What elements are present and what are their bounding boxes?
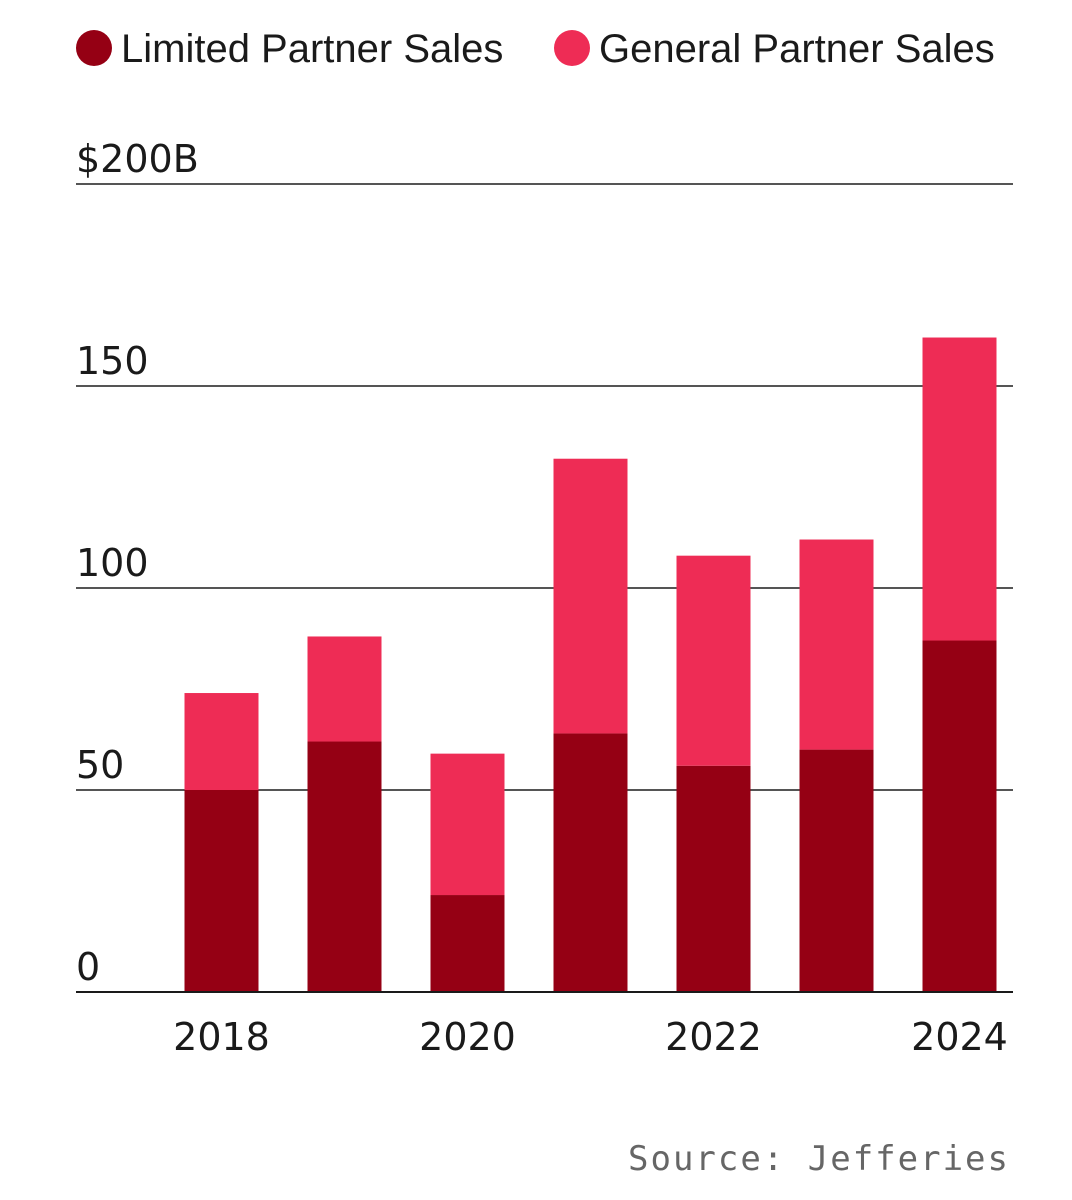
legend-label-limited-partner: Limited Partner Sales	[121, 27, 503, 71]
y-tick-label: $200B	[76, 137, 199, 181]
x-tick-label: 2022	[665, 1015, 762, 1059]
legend-swatch-limited-partner	[76, 30, 112, 66]
y-tick-label: 50	[76, 743, 124, 787]
bar-limited-partner-2024	[922, 640, 997, 992]
bar-limited-partner-2020	[430, 895, 505, 992]
source-note: Source: Jefferies	[628, 1139, 1010, 1179]
bar-general-partner-2019	[307, 636, 382, 742]
bar-limited-partner-2018	[184, 790, 259, 992]
bar-general-partner-2024	[922, 337, 997, 641]
bar-general-partner-2023	[799, 539, 874, 750]
bar-limited-partner-2019	[307, 741, 382, 992]
bar-limited-partner-2021	[553, 733, 628, 992]
bars	[184, 337, 997, 992]
legend-label-general-partner: General Partner Sales	[599, 27, 995, 71]
x-tick-label: 2018	[173, 1015, 270, 1059]
y-tick-label: 0	[76, 945, 100, 989]
x-axis-tick-labels: 2018 2020 2022 2024	[173, 1015, 1008, 1059]
bar-limited-partner-2023	[799, 749, 874, 992]
y-axis-tick-labels: 0 50 100 150 $200B	[76, 137, 199, 989]
legend-swatch-general-partner	[554, 30, 590, 66]
x-tick-label: 2024	[911, 1015, 1008, 1059]
bar-general-partner-2022	[676, 555, 751, 766]
x-tick-label: 2020	[419, 1015, 516, 1059]
legend: Limited Partner Sales General Partner Sa…	[76, 27, 995, 71]
bar-general-partner-2021	[553, 458, 628, 734]
bar-limited-partner-2022	[676, 765, 751, 992]
y-tick-label: 100	[76, 541, 149, 585]
bar-general-partner-2018	[184, 693, 259, 790]
y-tick-label: 150	[76, 339, 149, 383]
bar-general-partner-2020	[430, 753, 505, 896]
